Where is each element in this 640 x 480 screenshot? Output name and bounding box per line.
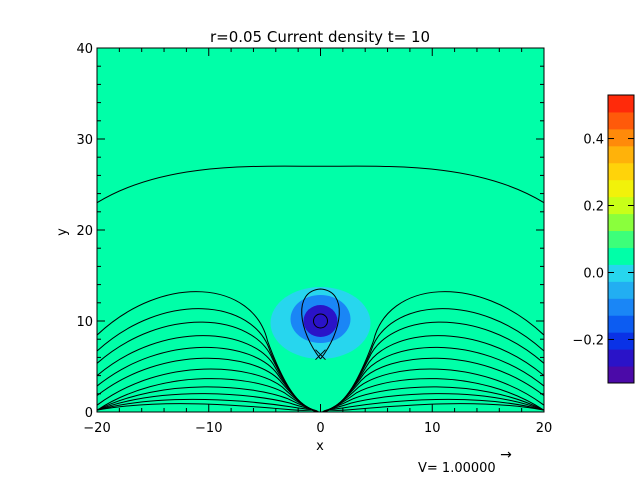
colorbar-swatch	[608, 298, 634, 316]
colorbar-swatch	[608, 230, 634, 248]
colorbar-tick-label: 0.0	[583, 266, 604, 281]
y-tick-label: 40	[76, 42, 93, 57]
colorbar-swatch	[608, 111, 634, 130]
colorbar-swatch	[608, 162, 634, 181]
colorbar-swatch	[608, 332, 634, 350]
x-axis-label: x	[316, 439, 324, 454]
colorbar-swatch	[608, 128, 634, 147]
y-axis-label: y	[55, 228, 70, 236]
chart-title: r=0.05 Current density t= 10	[210, 28, 430, 46]
velocity-scale-label: V= 1.00000	[418, 461, 496, 476]
colorbar-swatch	[608, 95, 634, 113]
field-layer	[270, 287, 371, 359]
contour-line	[97, 403, 544, 412]
marker-layer	[313, 313, 328, 361]
contour-line	[97, 393, 544, 412]
y-tick-label: 30	[76, 133, 93, 148]
y-axis: 0 10 20 30 40	[76, 42, 544, 421]
colorbar-frame	[607, 94, 635, 384]
contour-line	[97, 398, 544, 412]
y-tick-label: 0	[85, 406, 93, 421]
colorbar-swatch	[608, 145, 634, 164]
colorbar-tick-label: 0.4	[583, 133, 604, 148]
current-core	[303, 305, 338, 337]
y-tick-label: 10	[76, 315, 93, 330]
colorbar-swatch	[608, 281, 634, 299]
colorbar-swatch	[608, 179, 634, 198]
x-tick-label: 10	[424, 421, 441, 436]
x-tick-label: 0	[316, 421, 324, 436]
x-axis: −20 −10 0 10 20	[83, 48, 552, 436]
contour-line	[97, 165, 544, 204]
colorbar-swatch	[608, 247, 634, 265]
colorbar-swatch	[608, 196, 634, 215]
x-point-marker	[315, 349, 326, 361]
contour-layer	[97, 165, 544, 412]
x-tick-label: −20	[83, 421, 110, 436]
colorbar-swatch	[608, 264, 634, 282]
colorbar-swatch	[608, 213, 634, 232]
colorbar-swatch	[608, 366, 634, 384]
colorbar-swatch	[608, 315, 634, 333]
colorbar-ticks: 0.4 0.2 0.0 −0.2	[572, 133, 634, 348]
colorbar-tick-label: 0.2	[583, 200, 604, 215]
colorbar-tick-label: −0.2	[572, 333, 604, 348]
y-tick-label: 20	[76, 224, 93, 239]
colorbar	[608, 95, 634, 384]
x-tick-label: 20	[536, 421, 553, 436]
contour-loop	[301, 288, 340, 360]
colorbar-swatch	[608, 349, 634, 367]
velocity-arrow-icon: →	[500, 447, 512, 463]
x-tick-label: −10	[195, 421, 222, 436]
center-marker	[313, 313, 328, 329]
